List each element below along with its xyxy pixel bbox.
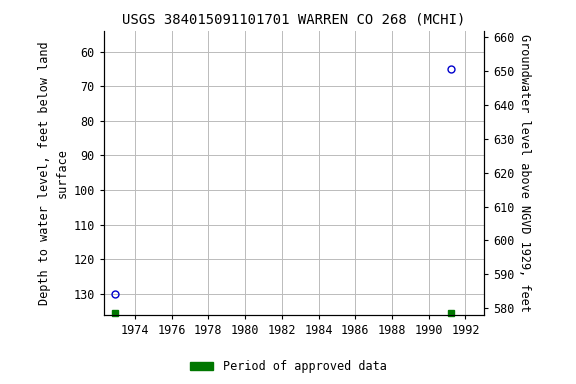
- Title: USGS 384015091101701 WARREN CO 268 (MCHI): USGS 384015091101701 WARREN CO 268 (MCHI…: [122, 13, 465, 27]
- Y-axis label: Depth to water level, feet below land
surface: Depth to water level, feet below land su…: [38, 41, 69, 305]
- Y-axis label: Groundwater level above NGVD 1929, feet: Groundwater level above NGVD 1929, feet: [518, 34, 532, 312]
- Legend: Period of approved data: Period of approved data: [185, 356, 391, 378]
